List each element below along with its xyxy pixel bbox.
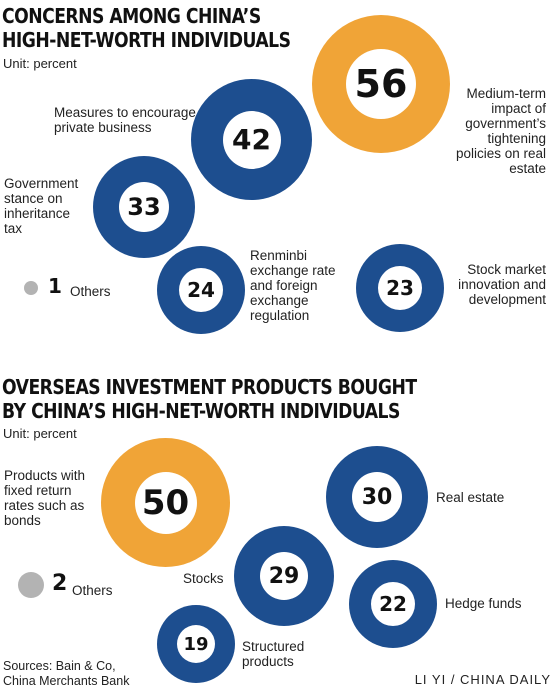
bubble-label: Medium-term impact of government’s tight… <box>455 86 546 176</box>
others-value: 2 <box>52 571 68 596</box>
credit: LI YI / CHINA DAILY <box>414 672 551 687</box>
chart-2-title: OVERSEAS INVESTMENT PRODUCTS BOUGHT BY C… <box>2 375 417 423</box>
bubble-label: Stock market innovation and development <box>458 262 546 307</box>
others-value: 1 <box>48 274 62 298</box>
others-dot <box>24 281 38 295</box>
bubble-structured-products: 19 <box>157 605 235 683</box>
bubble-label: Measures to encourage private business <box>54 105 196 135</box>
bubble-renminbi: 24 <box>157 246 245 334</box>
others-dot <box>18 572 44 598</box>
bubble-value: 23 <box>378 266 422 310</box>
others-label: Others <box>72 583 113 598</box>
bubble-value: 50 <box>134 471 197 534</box>
sources: Sources: Bain & Co, China Merchants Bank <box>3 659 130 688</box>
chart-1-title: CONCERNS AMONG CHINA’S HIGH-NET-WORTH IN… <box>2 4 291 52</box>
bubble-real-estate-policy: 56 <box>312 15 450 153</box>
bubble-label: Products with fixed return rates such as… <box>4 468 86 528</box>
bubble-inheritance-tax: 33 <box>93 156 195 258</box>
bubble-label: Real estate <box>436 490 505 505</box>
others-label: Others <box>70 284 111 299</box>
bubble-value: 56 <box>346 49 416 119</box>
chart-1-unit: Unit: percent <box>3 56 77 71</box>
bubble-value: 24 <box>179 268 223 312</box>
bubble-stocks: 29 <box>234 526 334 626</box>
bubble-real-estate: 30 <box>326 446 428 548</box>
bubble-stock-market: 23 <box>356 244 444 332</box>
bubble-value: 33 <box>119 182 169 232</box>
bubble-label: Renminbi exchange rate and foreign excha… <box>250 248 336 323</box>
bubble-label: Government stance on inheritance tax <box>4 176 79 236</box>
bubble-value: 42 <box>222 110 281 169</box>
bubble-value: 19 <box>177 625 215 663</box>
bubble-private-business: 42 <box>191 79 312 200</box>
bubble-value: 30 <box>352 472 402 522</box>
bubble-value: 29 <box>260 552 308 600</box>
bubble-value: 22 <box>371 582 415 626</box>
bubble-label: Stocks <box>183 571 224 586</box>
bubble-label: Hedge funds <box>445 596 522 611</box>
bubble-hedge-funds: 22 <box>349 560 437 648</box>
chart-2-unit: Unit: percent <box>3 426 77 441</box>
bubble-label: Structured products <box>242 639 305 669</box>
bubble-fixed-return: 50 <box>101 438 230 567</box>
